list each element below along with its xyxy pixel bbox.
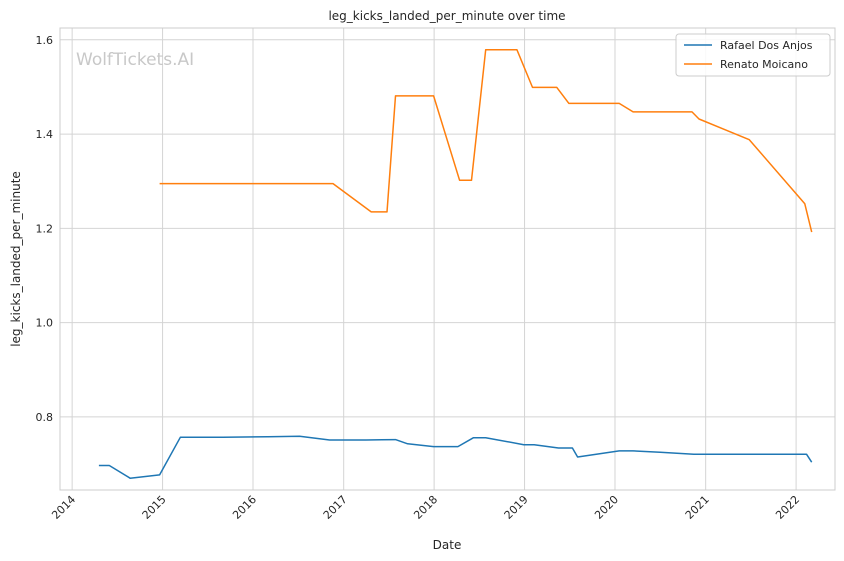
y-tick-label: 1.0 — [36, 317, 54, 330]
y-tick-label: 0.8 — [36, 411, 54, 424]
watermark: WolfTickets.AI — [76, 50, 194, 70]
legend-label: Renato Moicano — [720, 58, 808, 71]
series-line-0 — [98, 435, 813, 479]
legend: Rafael Dos Anjos Renato Moicano — [675, 33, 831, 77]
series-line-1 — [159, 48, 813, 233]
chart-title: leg_kicks_landed_per_minute over time — [328, 9, 565, 23]
x-axis-label: Date — [433, 538, 462, 552]
legend-box — [675, 33, 831, 77]
y-tick-label: 1.2 — [36, 222, 54, 235]
plot-area-frame — [59, 27, 836, 491]
y-tick-label: 1.4 — [36, 128, 54, 141]
series-group — [98, 48, 813, 479]
y-tick-labels: 0.8 1.0 1.2 1.4 1.6 — [36, 34, 54, 424]
y-axis-label: leg_kicks_landed_per_minute — [9, 171, 23, 347]
grid — [60, 28, 835, 490]
legend-label: Rafael Dos Anjos — [720, 39, 813, 52]
y-tick-label: 1.6 — [36, 34, 54, 47]
